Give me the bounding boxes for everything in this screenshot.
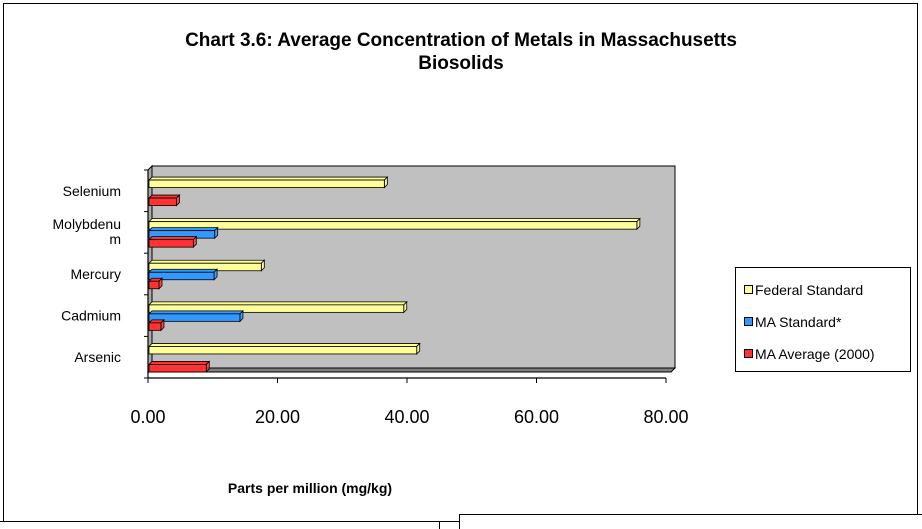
bar-ma-standard--cadmium [148, 313, 241, 322]
x-tick-label: 40.00 [384, 407, 429, 427]
y-category-label: m [109, 231, 121, 247]
legend-item-federal-standard: Federal Standard [744, 282, 863, 298]
chart-legend: Federal Standard MA Standard* MA Average… [735, 267, 911, 372]
bar-federal-standard-arsenic [148, 346, 418, 355]
bar-federal-standard-selenium [148, 179, 385, 188]
x-tick-label: 80.00 [643, 407, 688, 427]
bar-top [148, 343, 421, 347]
bar-top [148, 259, 266, 264]
y-category-label: Mercury [70, 266, 121, 282]
y-category-label: Molybdenu [53, 216, 122, 232]
bar-top [148, 194, 181, 199]
bar-top [148, 310, 244, 315]
plot-back-wall [151, 165, 676, 369]
bar-top [148, 236, 198, 241]
bar-top [148, 361, 211, 365]
bar-ma-average-2000--mercury [148, 280, 160, 290]
x-tick-label: 60.00 [514, 407, 559, 427]
legend-swatch-ma-standard [744, 317, 753, 326]
embedded-chart-edge-left [0, 521, 440, 529]
bar-top [148, 268, 219, 273]
legend-item-ma-average: MA Average (2000) [744, 346, 875, 362]
legend-swatch-ma-average [744, 349, 753, 358]
bar-top [148, 301, 408, 306]
y-category-label: Arsenic [74, 349, 121, 365]
embedded-chart-edge-right [459, 514, 922, 529]
chart-title-line2: Biosolids [418, 53, 504, 74]
chart-title: Chart 3.6: Average Concentration of Meta… [0, 29, 922, 75]
bar-ma-average-2000--selenium [148, 197, 177, 206]
legend-item-ma-standard: MA Standard* [744, 314, 841, 330]
bar-top [148, 218, 641, 223]
bar-ma-average-2000--arsenic [148, 364, 207, 373]
legend-label: MA Standard* [755, 314, 842, 330]
bar-ma-standard--mercury [148, 271, 215, 281]
bar-top [148, 176, 389, 181]
bar-federal-standard-molybdenum [148, 221, 638, 230]
legend-label: MA Average (2000) [755, 346, 875, 362]
x-axis-label: Parts per million (mg/kg) [227, 480, 393, 496]
chart-title-line1: Chart 3.6: Average Concentration of Meta… [185, 30, 737, 51]
x-tick-label: 20.00 [255, 407, 300, 427]
legend-label: Federal Standard [755, 282, 864, 298]
x-tick-label: 0.00 [130, 407, 165, 427]
bar-federal-standard-cadmium [148, 304, 405, 313]
bar-ma-average-2000--cadmium [148, 322, 162, 331]
bar-top [148, 227, 219, 232]
plot-floor [146, 367, 677, 373]
bar-ma-average-2000--molybdenum [148, 239, 194, 248]
legend-swatch-federal-standard [744, 285, 753, 294]
y-category-label: Selenium [63, 183, 121, 199]
y-category-label: Cadmium [61, 308, 121, 324]
